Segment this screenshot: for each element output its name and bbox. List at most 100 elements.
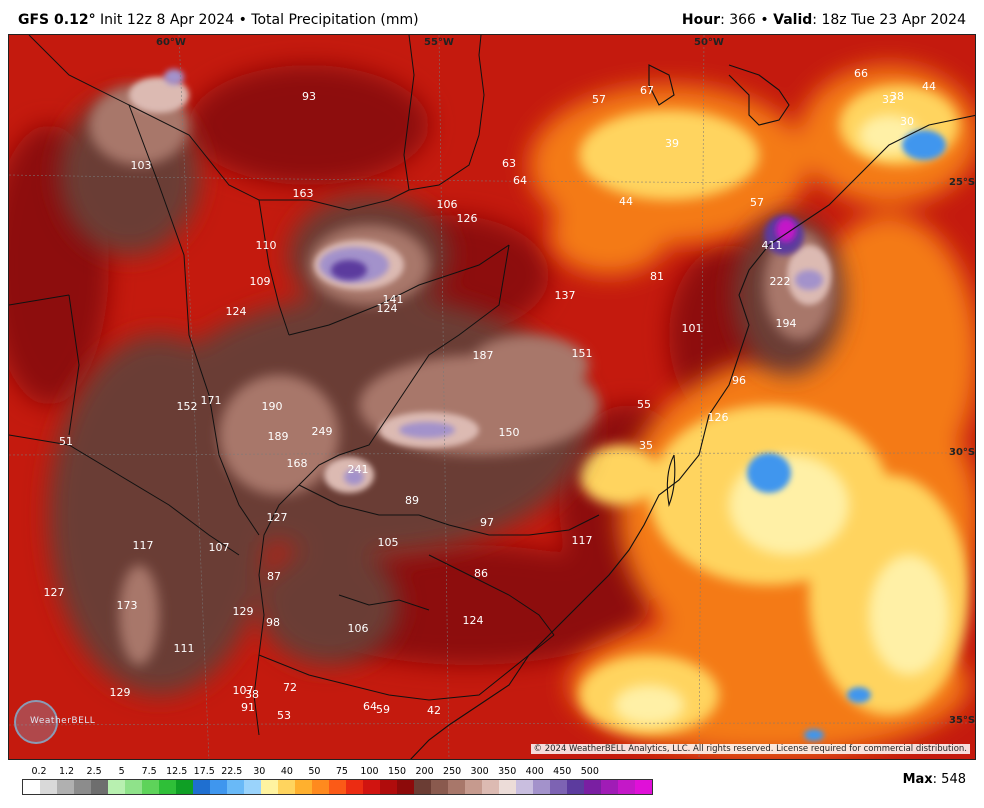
precip-value-label: 103 bbox=[131, 159, 152, 172]
blue-band bbox=[747, 130, 946, 741]
precip-value-label: 101 bbox=[682, 322, 703, 335]
precip-value-label: 106 bbox=[348, 622, 369, 635]
precip-value-label: 35 bbox=[639, 439, 653, 452]
precip-value-label: 124 bbox=[377, 302, 398, 315]
precip-value-label: 189 bbox=[268, 430, 289, 443]
colorbar-tick: 50 bbox=[308, 766, 321, 777]
title: GFS 0.12° Init 12z 8 Apr 2024 • Total Pr… bbox=[18, 12, 419, 28]
coastline bbox=[410, 64, 975, 759]
colorbar-tick: 150 bbox=[387, 766, 407, 777]
colorbar-swatch bbox=[431, 780, 448, 794]
precip-value-label: 124 bbox=[463, 614, 484, 627]
precip-value-label: 53 bbox=[277, 709, 291, 722]
colorbar-swatch bbox=[584, 780, 601, 794]
colorbar-swatch bbox=[74, 780, 91, 794]
precip-value-label: 110 bbox=[256, 239, 277, 252]
light-brown-band bbox=[89, 85, 834, 665]
colorbar-swatch bbox=[329, 780, 346, 794]
colorbar-tick: 12.5 bbox=[166, 766, 188, 777]
colorbar-swatch bbox=[125, 780, 142, 794]
colorbar-swatch bbox=[57, 780, 74, 794]
precip-value-label: 63 bbox=[502, 157, 516, 170]
lat-30-label: 30°S bbox=[949, 447, 975, 458]
precip-value-label: 30 bbox=[900, 115, 914, 128]
precip-value-label: 39 bbox=[665, 137, 679, 150]
precip-value-label: 64 bbox=[513, 174, 527, 187]
colorbar-swatch bbox=[176, 780, 193, 794]
precip-value-label: 97 bbox=[480, 516, 494, 529]
colorbar-swatch bbox=[142, 780, 159, 794]
precip-value-label: 86 bbox=[474, 567, 488, 580]
precip-value-label: 173 bbox=[117, 599, 138, 612]
precip-value-label: 107 bbox=[209, 541, 230, 554]
precip-value-label: 126 bbox=[457, 212, 478, 225]
precip-value-label: 190 bbox=[262, 400, 283, 413]
precip-value-label: 98 bbox=[266, 616, 280, 629]
weatherbell-logo bbox=[14, 700, 58, 744]
init-time: Init 12z 8 Apr 2024 bbox=[100, 12, 235, 28]
precip-value-label: 38 bbox=[890, 90, 904, 103]
colorbar-swatch bbox=[23, 780, 40, 794]
lat-25-label: 25°S bbox=[949, 177, 975, 188]
precip-value-label: 109 bbox=[250, 275, 271, 288]
precip-value-label: 67 bbox=[640, 84, 654, 97]
colorbar-swatch bbox=[533, 780, 550, 794]
country-borders bbox=[9, 35, 600, 736]
colorbar-swatch bbox=[380, 780, 397, 794]
colorbar-swatch bbox=[618, 780, 635, 794]
copyright-notice: © 2024 WeatherBELL Analytics, LLC. All r… bbox=[530, 744, 970, 754]
precip-value-label: 44 bbox=[619, 195, 633, 208]
logo-text: WeatherBELL bbox=[30, 716, 96, 726]
colorbar-swatch bbox=[346, 780, 363, 794]
colorbar-swatch bbox=[278, 780, 295, 794]
precip-value-label: 129 bbox=[110, 686, 131, 699]
precip-value-label: 51 bbox=[59, 435, 73, 448]
precip-value-label: 55 bbox=[637, 398, 651, 411]
precip-value-label: 66 bbox=[854, 67, 868, 80]
precip-value-label: 105 bbox=[378, 536, 399, 549]
colorbar-tick: 1.2 bbox=[58, 766, 75, 777]
precip-value-label: 38 bbox=[245, 688, 259, 701]
precip-value-label: 152 bbox=[177, 400, 198, 413]
precip-value-label: 127 bbox=[267, 511, 288, 524]
colorbar-tick: 5 bbox=[118, 766, 125, 777]
colorbar-tick: 30 bbox=[253, 766, 266, 777]
colorbar-tick: 2.5 bbox=[86, 766, 102, 777]
colorbar-tick: 17.5 bbox=[193, 766, 215, 777]
colorbar: 0.2 1.2 2.5 5 7.5 12.5 17.5 22.5 30 40 50 75 100 150 2… bbox=[22, 766, 702, 802]
precip-value-label: 117 bbox=[572, 534, 593, 547]
precip-value-label: 64 bbox=[363, 700, 377, 713]
header: GFS 0.12° Init 12z 8 Apr 2024 • Total Pr… bbox=[0, 0, 984, 34]
precip-value-label: 42 bbox=[427, 704, 441, 717]
precipitation-map[interactable]: 93 57 67 66 32 38 44 30 103 63 64 39 163 106 126 44 57 11… bbox=[8, 34, 976, 760]
colorbar-swatch bbox=[499, 780, 516, 794]
colorbar-tick: 350 bbox=[498, 766, 517, 777]
precip-value-label: 57 bbox=[750, 196, 764, 209]
precip-value-label: 81 bbox=[650, 270, 664, 283]
colorbar-tick: 40 bbox=[280, 766, 293, 777]
colorbar-tick-labels: 0.2 1.2 2.5 5 7.5 12.5 17.5 22.5 30 40 50 75 100 150 2… bbox=[22, 766, 702, 778]
colorbar-swatches bbox=[22, 779, 653, 795]
lat-35-label: 35°S bbox=[949, 715, 975, 726]
precip-value-label: 96 bbox=[732, 374, 746, 387]
colorbar-swatch bbox=[261, 780, 278, 794]
max-label: Max bbox=[902, 772, 933, 787]
colorbar-tick: 75 bbox=[335, 766, 348, 777]
max-number: : 548 bbox=[932, 772, 966, 787]
colorbar-swatch bbox=[516, 780, 533, 794]
colorbar-swatch bbox=[91, 780, 108, 794]
colorbar-swatch bbox=[312, 780, 329, 794]
colorbar-swatch bbox=[227, 780, 244, 794]
colorbar-tick: 300 bbox=[470, 766, 489, 777]
colorbar-tick: 250 bbox=[443, 766, 462, 777]
colorbar-swatch bbox=[482, 780, 499, 794]
precip-value-label: 111 bbox=[174, 642, 195, 655]
valid-label: Valid bbox=[773, 12, 813, 28]
precip-value-label: 44 bbox=[922, 80, 936, 93]
precip-value-label: 117 bbox=[133, 539, 154, 552]
precip-value-label: 129 bbox=[233, 605, 254, 618]
model-name: GFS 0.12 bbox=[18, 12, 89, 28]
precip-value-label: 107 bbox=[233, 684, 254, 697]
colorbar-swatch bbox=[108, 780, 125, 794]
